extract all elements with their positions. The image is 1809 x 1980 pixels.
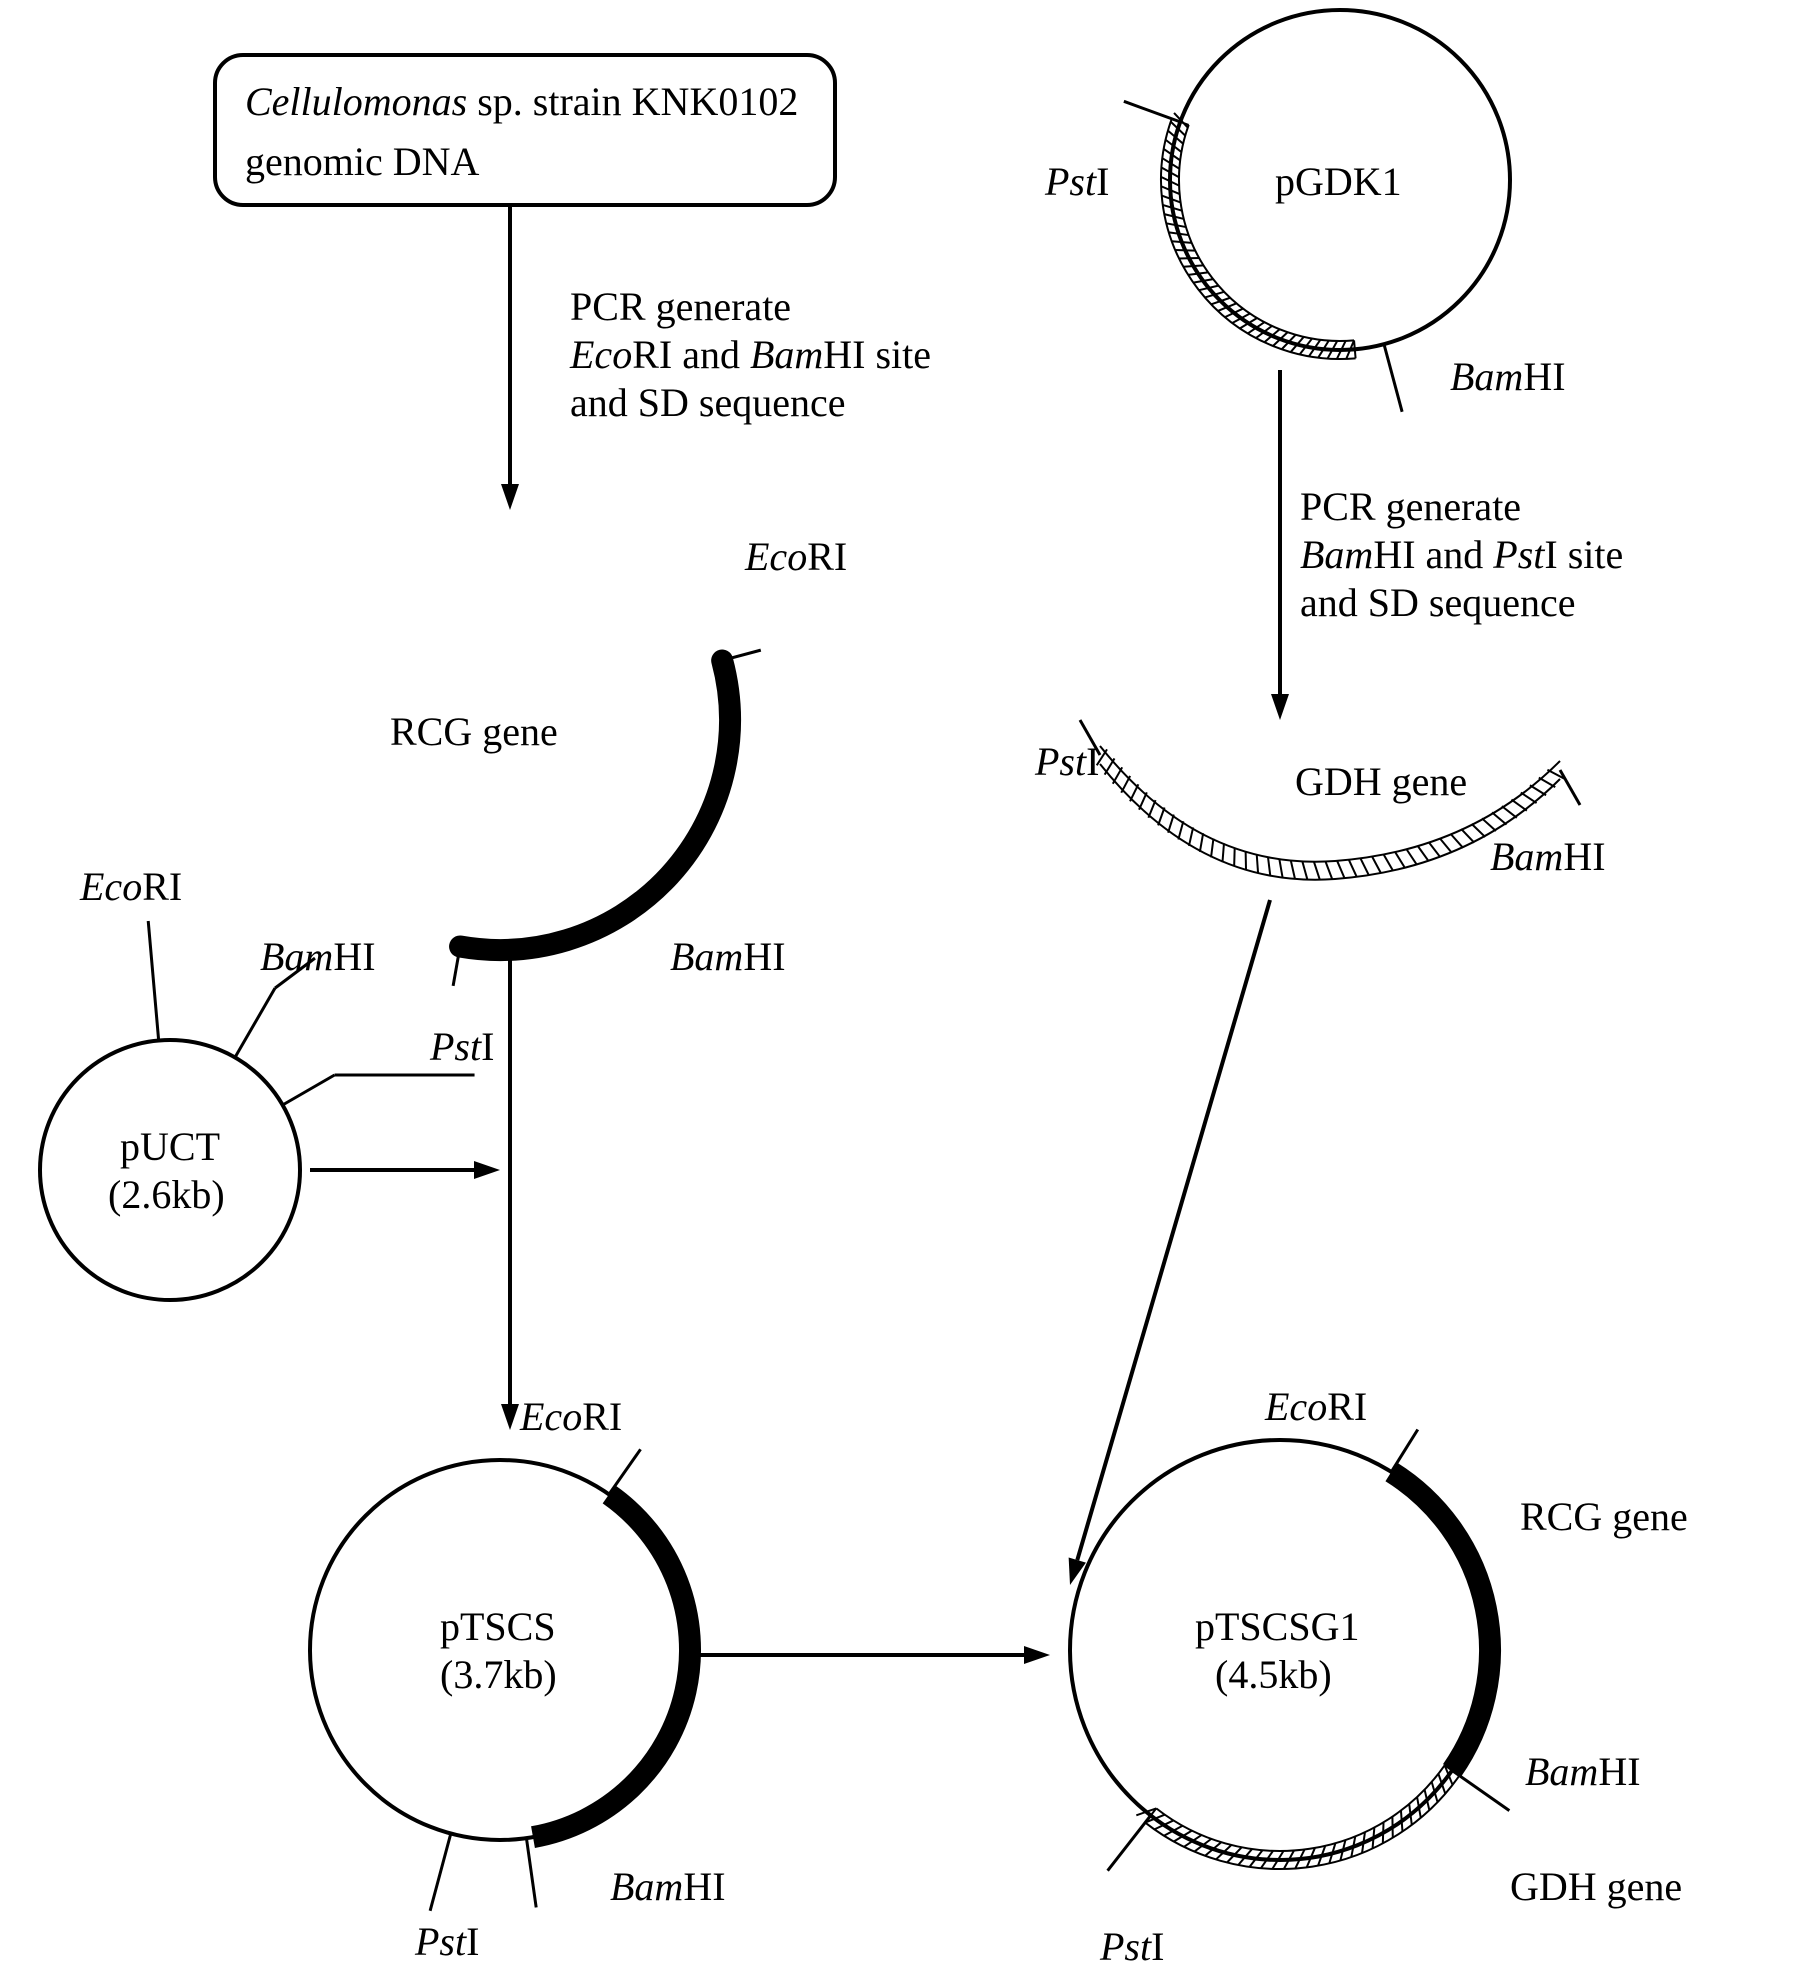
source-dna-line2: genomic DNA bbox=[245, 139, 480, 184]
arrow-pgdk1-to-gdh-head bbox=[1271, 694, 1289, 720]
plasmid-ptscsg1-size: (4.5kb) bbox=[1215, 1652, 1332, 1697]
arrow-puct-right-head bbox=[474, 1161, 500, 1179]
pgdk1-gdh-region bbox=[1161, 113, 1356, 359]
restriction-site-label: BamHI bbox=[1490, 834, 1606, 879]
restriction-site-label: PstI bbox=[1099, 1924, 1164, 1969]
pcr-right-label: BamHI and PstI site bbox=[1300, 532, 1623, 577]
restriction-site-label: EcoRI bbox=[519, 1394, 622, 1439]
site-tick bbox=[1384, 344, 1402, 412]
ptscsg1-gdh-region bbox=[1136, 1765, 1459, 1869]
plasmid-puct bbox=[40, 1040, 300, 1300]
site-tick bbox=[1452, 1770, 1509, 1810]
arrow-gdh-to-final bbox=[1077, 900, 1270, 1560]
restriction-site-label: EcoRI bbox=[744, 534, 847, 579]
pcr-left-label: EcoRI and BamHI site bbox=[569, 332, 931, 377]
restriction-site-label: PstI bbox=[1044, 159, 1109, 204]
site-tick bbox=[235, 988, 275, 1057]
plasmid-pgdk1-name: pGDK1 bbox=[1275, 159, 1402, 204]
restriction-site-label: BamHI bbox=[670, 934, 786, 979]
site-tick bbox=[526, 1838, 536, 1907]
source-dna-line1: Cellulomonas sp. strain KNK0102 bbox=[245, 79, 798, 124]
fragment-tick bbox=[1560, 770, 1580, 805]
rcg-gene-label: RCG gene bbox=[390, 709, 558, 754]
restriction-site-label: EcoRI bbox=[1264, 1384, 1367, 1429]
restriction-site-label: PstI bbox=[429, 1024, 494, 1069]
site-tick bbox=[1124, 101, 1180, 122]
restriction-site-label: EcoRI bbox=[79, 864, 182, 909]
restriction-site-label: PstI bbox=[414, 1919, 479, 1964]
pcr-right-label: and SD sequence bbox=[1300, 580, 1575, 625]
restriction-site-label: BamHI bbox=[1450, 354, 1566, 399]
restriction-site-label: BamHI bbox=[610, 1864, 726, 1909]
pcr-left-label: and SD sequence bbox=[570, 380, 845, 425]
ptscsg1-rcg-region bbox=[1391, 1472, 1490, 1771]
restriction-site-label: BamHI bbox=[260, 934, 376, 979]
gene-label: RCG gene bbox=[1520, 1494, 1688, 1539]
restriction-site-label: BamHI bbox=[1525, 1749, 1641, 1794]
site-tick bbox=[148, 921, 158, 1041]
gdh-gene-label: GDH gene bbox=[1295, 759, 1467, 804]
arrow-source-to-rcg-head bbox=[501, 484, 519, 510]
plasmid-ptscsg1-name: pTSCSG1 bbox=[1195, 1604, 1360, 1649]
restriction-site-label: PstI bbox=[1034, 739, 1099, 784]
rcg-gene-fragment bbox=[460, 660, 730, 950]
site-tick bbox=[430, 1834, 451, 1911]
plasmid-ptscs-name: pTSCS bbox=[440, 1604, 556, 1649]
pcr-right-label: PCR generate bbox=[1300, 484, 1521, 529]
plasmid-puct-name: pUCT bbox=[120, 1124, 220, 1169]
site-tick bbox=[283, 1075, 335, 1105]
site-tick bbox=[1391, 1430, 1417, 1472]
pcr-left-label: PCR generate bbox=[570, 284, 791, 329]
plasmid-ptscs-size: (3.7kb) bbox=[440, 1652, 557, 1697]
site-tick bbox=[1108, 1815, 1151, 1870]
arrow-ptscs-to-final-head bbox=[1024, 1646, 1050, 1664]
gene-label: GDH gene bbox=[1510, 1864, 1682, 1909]
arrow-rcg-down-head bbox=[501, 1404, 519, 1430]
site-tick bbox=[609, 1449, 641, 1494]
plasmid-puct-size: (2.6kb) bbox=[108, 1172, 225, 1217]
